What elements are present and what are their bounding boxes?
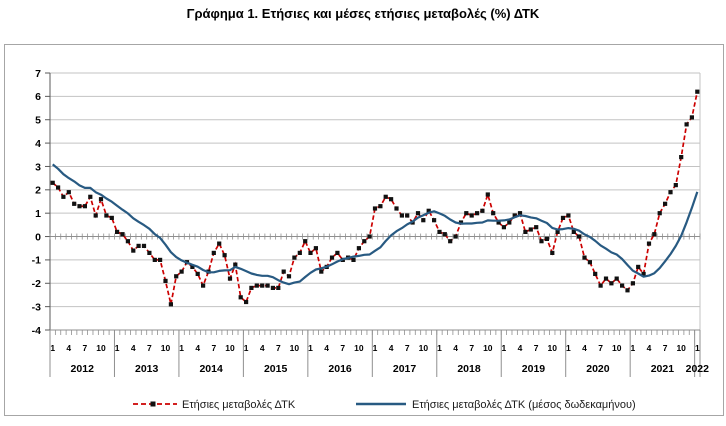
svg-text:-3: -3 bbox=[32, 301, 41, 313]
svg-text:-2: -2 bbox=[32, 278, 41, 290]
svg-text:2014: 2014 bbox=[199, 363, 223, 375]
svg-text:1: 1 bbox=[437, 343, 442, 353]
svg-text:2013: 2013 bbox=[135, 363, 159, 375]
svg-text:2021: 2021 bbox=[651, 363, 675, 375]
svg-text:2016: 2016 bbox=[328, 363, 352, 375]
svg-text:1: 1 bbox=[308, 343, 313, 353]
legend-item-annual: Ετήσιες μεταβολές ΔΤΚ bbox=[133, 399, 296, 411]
svg-text:7: 7 bbox=[598, 343, 603, 353]
svg-text:1: 1 bbox=[115, 343, 120, 353]
svg-text:7: 7 bbox=[663, 343, 668, 353]
svg-text:5: 5 bbox=[35, 115, 41, 127]
svg-text:1: 1 bbox=[502, 343, 507, 353]
svg-text:10: 10 bbox=[483, 343, 493, 353]
svg-text:7: 7 bbox=[405, 343, 410, 353]
legend-item-average: Ετήσιες μεταβολές ΔΤΚ (μέσος δωδεκαμήνου… bbox=[356, 399, 636, 411]
svg-text:10: 10 bbox=[676, 343, 686, 353]
moving-average-series bbox=[52, 163, 699, 286]
svg-text:4: 4 bbox=[389, 343, 394, 353]
svg-text:10: 10 bbox=[354, 343, 364, 353]
svg-text:10: 10 bbox=[225, 343, 235, 353]
svg-text:4: 4 bbox=[35, 138, 41, 150]
svg-text:1: 1 bbox=[566, 343, 571, 353]
svg-text:0: 0 bbox=[35, 231, 41, 243]
svg-text:7: 7 bbox=[340, 343, 345, 353]
svg-text:4: 4 bbox=[324, 343, 329, 353]
svg-text:2022: 2022 bbox=[686, 363, 710, 375]
svg-text:1: 1 bbox=[179, 343, 184, 353]
legend-label-average: Ετήσιες μεταβολές ΔΤΚ (μέσος δωδεκαμήνου… bbox=[412, 399, 636, 411]
svg-text:7: 7 bbox=[276, 343, 281, 353]
svg-text:6: 6 bbox=[35, 91, 41, 103]
legend: Ετήσιες μεταβολές ΔΤΚ Ετήσιες μεταβολές … bbox=[133, 399, 636, 411]
chart-title: Γράφημα 1. Ετήσιες και μέσες ετήσιες μετ… bbox=[186, 6, 540, 21]
svg-text:7: 7 bbox=[35, 68, 41, 80]
svg-text:10: 10 bbox=[548, 343, 558, 353]
svg-text:2012: 2012 bbox=[71, 363, 95, 375]
svg-text:4: 4 bbox=[582, 343, 587, 353]
annual-change-series bbox=[50, 89, 700, 307]
svg-text:4: 4 bbox=[195, 343, 200, 353]
chart-outer-border bbox=[4, 44, 724, 416]
svg-text:1: 1 bbox=[695, 343, 700, 353]
gridlines bbox=[50, 72, 701, 331]
svg-text:4: 4 bbox=[647, 343, 652, 353]
svg-text:1: 1 bbox=[244, 343, 249, 353]
svg-text:10: 10 bbox=[161, 343, 171, 353]
svg-text:4: 4 bbox=[131, 343, 136, 353]
svg-text:-4: -4 bbox=[32, 325, 41, 337]
svg-text:7: 7 bbox=[534, 343, 539, 353]
svg-text:2018: 2018 bbox=[457, 363, 481, 375]
svg-text:7: 7 bbox=[83, 343, 88, 353]
legend-swatch-annual-marker bbox=[150, 401, 156, 407]
svg-text:2015: 2015 bbox=[264, 363, 288, 375]
svg-text:2017: 2017 bbox=[393, 363, 417, 375]
svg-text:4: 4 bbox=[260, 343, 265, 353]
svg-text:7: 7 bbox=[469, 343, 474, 353]
svg-text:4: 4 bbox=[66, 343, 71, 353]
svg-text:4: 4 bbox=[453, 343, 458, 353]
legend-label-annual: Ετήσιες μεταβολές ΔΤΚ bbox=[182, 399, 296, 411]
svg-text:1: 1 bbox=[50, 343, 55, 353]
svg-text:1: 1 bbox=[373, 343, 378, 353]
svg-text:10: 10 bbox=[419, 343, 429, 353]
y-axis-labels: 7 6 5 4 3 2 1 0 -1 -2 -3 -4 bbox=[32, 68, 42, 337]
svg-text:7: 7 bbox=[147, 343, 152, 353]
svg-text:10: 10 bbox=[96, 343, 106, 353]
svg-text:4: 4 bbox=[518, 343, 523, 353]
svg-text:7: 7 bbox=[211, 343, 216, 353]
svg-text:1: 1 bbox=[35, 208, 41, 220]
svg-text:10: 10 bbox=[290, 343, 300, 353]
svg-text:1: 1 bbox=[630, 343, 635, 353]
svg-text:10: 10 bbox=[612, 343, 622, 353]
svg-text:2: 2 bbox=[35, 185, 41, 197]
svg-text:2019: 2019 bbox=[522, 363, 546, 375]
svg-text:2020: 2020 bbox=[586, 363, 610, 375]
svg-text:-1: -1 bbox=[32, 255, 41, 267]
svg-text:3: 3 bbox=[35, 161, 41, 173]
